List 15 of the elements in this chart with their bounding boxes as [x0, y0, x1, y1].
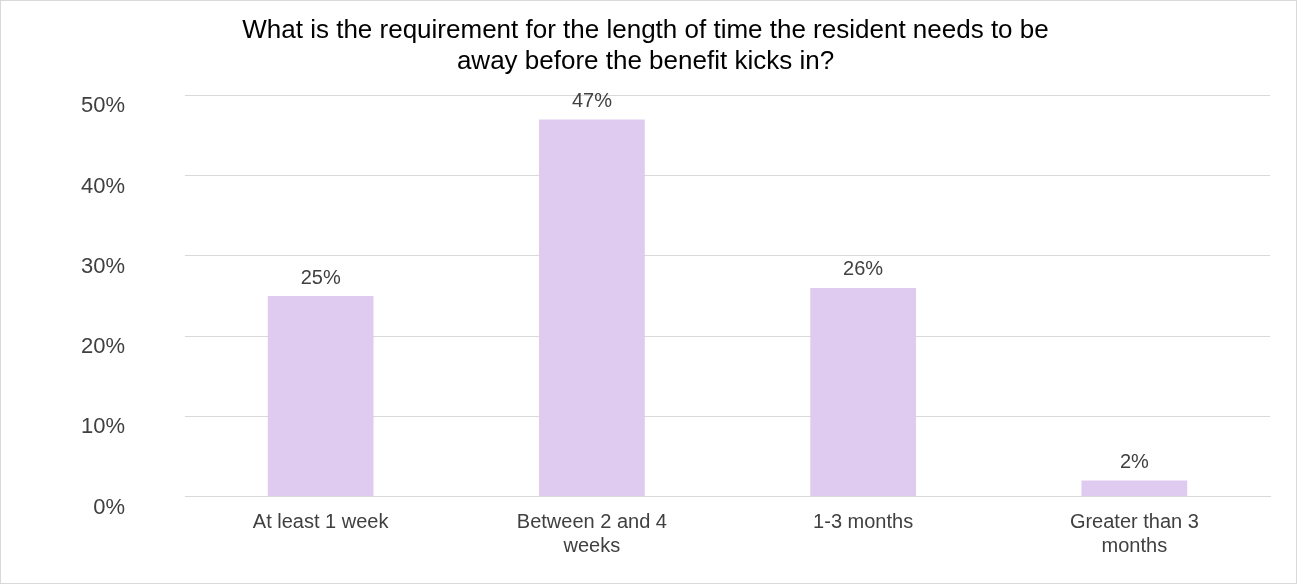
- x-tick-label: Between 2 and 4 weeks: [516, 510, 667, 557]
- data-label: 26%: [843, 257, 884, 280]
- chart-title: What is the requirement for the length of time the resident needs to be away before the benefit kicks in?: [242, 13, 1049, 75]
- y-tick-label: 40%: [80, 172, 126, 198]
- y-tick-label: 30%: [80, 252, 126, 278]
- y-tick-label: 20%: [80, 333, 126, 359]
- x-tick-label: At least 1 week: [252, 510, 390, 533]
- y-tick-label: 50%: [80, 92, 126, 118]
- data-label: 47%: [571, 88, 613, 111]
- y-tick-label: 10%: [80, 413, 126, 439]
- data-label: 2%: [1119, 450, 1150, 473]
- y-tick-label: 0%: [93, 493, 126, 519]
- data-label: 25%: [300, 265, 341, 288]
- x-tick-label: 1-3 months: [813, 510, 914, 533]
- x-tick-label: Greater than 3 months: [1069, 510, 1199, 557]
